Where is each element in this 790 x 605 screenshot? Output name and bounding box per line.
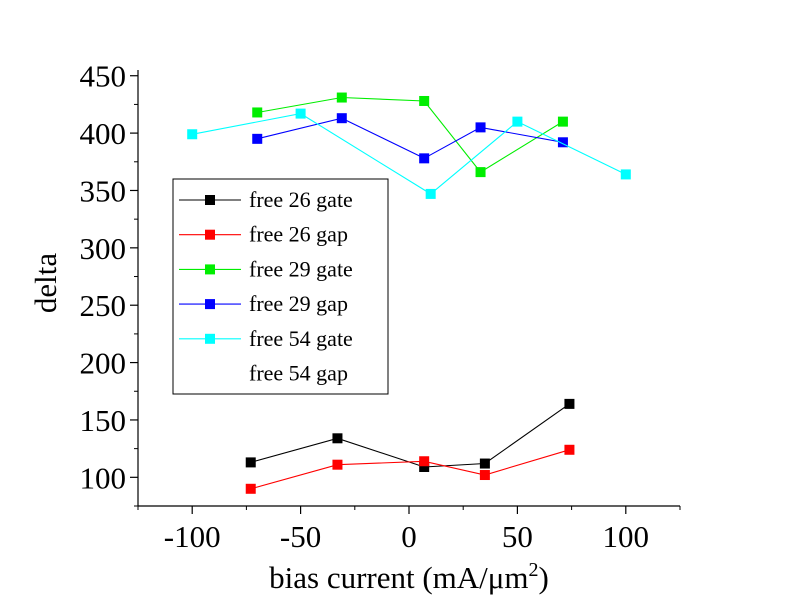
- y-tick-label: 300: [80, 231, 127, 266]
- y-tick-label: 250: [80, 288, 127, 323]
- legend-label: free 54 gap: [249, 361, 348, 386]
- y-tick-label: 100: [80, 460, 127, 495]
- data-point: [252, 107, 263, 118]
- x-tick-label: 0: [401, 519, 417, 554]
- data-point: [245, 483, 256, 494]
- data-point: [252, 133, 263, 144]
- x-tick-label: 100: [603, 519, 650, 554]
- legend-box: [172, 178, 389, 395]
- data-point: [557, 116, 568, 127]
- series-2: [252, 92, 568, 178]
- legend-label: free 26 gate: [249, 187, 353, 212]
- data-point: [419, 95, 430, 106]
- data-point: [187, 129, 198, 140]
- legend-label: free 29 gap: [249, 291, 348, 316]
- x-tick-label: 50: [502, 519, 533, 554]
- y-tick-label: 150: [80, 403, 127, 438]
- data-point: [475, 122, 486, 133]
- series-line: [250, 403, 570, 468]
- data-point: [512, 116, 523, 127]
- data-point: [425, 188, 436, 199]
- legend-label: free 26 gap: [249, 222, 348, 247]
- y-tick-label: 350: [80, 173, 127, 208]
- data-point: [332, 459, 343, 470]
- series-line: [250, 449, 570, 490]
- data-point: [245, 457, 256, 468]
- y-axis-title: delta: [28, 253, 63, 313]
- x-axis-title-superscript: 2: [529, 559, 539, 581]
- legend-label: free 54 gate: [249, 326, 353, 351]
- data-point: [295, 108, 306, 119]
- legend-marker: [205, 264, 215, 275]
- legend-label: free 29 gate: [249, 256, 353, 281]
- legend-marker: [205, 333, 215, 344]
- series-layer: [187, 92, 631, 494]
- legend-marker: [205, 195, 215, 205]
- series-0: [245, 398, 575, 472]
- data-point: [479, 458, 490, 469]
- x-axis-title: bias current (mA/μm2): [269, 559, 549, 595]
- data-point: [336, 113, 347, 124]
- y-tick-label: 400: [80, 116, 127, 151]
- data-point: [419, 153, 430, 164]
- legend-marker: [205, 368, 215, 379]
- legend-marker: [205, 299, 215, 310]
- data-point: [332, 433, 343, 444]
- legend-marker: [205, 229, 215, 240]
- series-4: [187, 108, 631, 199]
- x-axis-title-close: ): [539, 560, 549, 595]
- series-3: [252, 113, 568, 164]
- x-tick-label: -50: [280, 519, 321, 554]
- y-tick-label: 450: [80, 59, 127, 94]
- data-point: [564, 444, 575, 455]
- y-tick-label: 200: [80, 346, 127, 381]
- axes: 100 150 200 250 300 350 400 450 -100 -50 0 50 100: [80, 59, 681, 554]
- data-point: [475, 167, 486, 178]
- data-point: [620, 169, 631, 180]
- data-point: [564, 398, 575, 409]
- data-point: [479, 470, 490, 481]
- data-point: [419, 456, 430, 467]
- legend: free 26 gate free 26 gap free 29 gate free …: [172, 178, 389, 395]
- data-point: [336, 92, 347, 103]
- data-point: [419, 461, 430, 472]
- x-axis-title-main: bias current (mA/μm: [269, 560, 528, 595]
- data-point: [557, 137, 568, 148]
- series-1: [245, 444, 575, 494]
- x-tick-label: -100: [164, 519, 221, 554]
